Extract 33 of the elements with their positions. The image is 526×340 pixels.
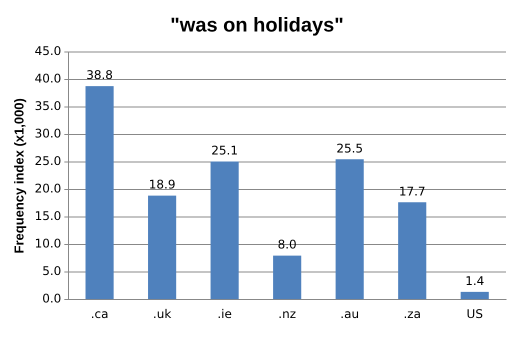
- bar: [398, 202, 426, 300]
- bar: [336, 159, 364, 300]
- y-tick-label: 45.0: [34, 44, 62, 58]
- x-tick-label: .za: [403, 306, 421, 321]
- x-tick-label: .uk: [152, 306, 172, 321]
- y-tick-label: 35.0: [34, 99, 62, 114]
- y-tick-label: 25.0: [34, 154, 62, 168]
- y-tick-label: 0.0: [42, 292, 62, 306]
- x-tick-label: .ca: [90, 306, 108, 321]
- data-label: 25.5: [336, 141, 364, 156]
- bar: [273, 256, 302, 300]
- data-label: 17.7: [398, 184, 426, 198]
- data-label: 18.9: [148, 178, 176, 192]
- y-tick-label: 15.0: [34, 209, 62, 224]
- y-tick-label: 40.0: [34, 72, 62, 86]
- x-tick-label: .ie: [217, 306, 232, 321]
- data-label: 8.0: [278, 238, 297, 252]
- bar: [86, 86, 114, 300]
- y-tick-label: 5.0: [42, 264, 62, 278]
- data-label: 25.1: [211, 144, 238, 158]
- bar: [210, 161, 239, 300]
- bar: [460, 292, 489, 300]
- y-tick-label: 10.0: [34, 236, 62, 251]
- chart-title: "was on holidays": [170, 14, 344, 37]
- x-tick-label: .au: [340, 306, 360, 321]
- x-tick-label: US: [466, 306, 483, 321]
- y-tick-label: 20.0: [34, 182, 62, 196]
- bar: [148, 196, 176, 300]
- y-tick-label: 30.0: [34, 126, 62, 141]
- y-axis-title: Frequency index (x1,000): [11, 98, 26, 254]
- data-label: 38.8: [86, 68, 113, 82]
- data-label: 1.4: [465, 274, 484, 288]
- x-tick-label: .nz: [278, 306, 296, 321]
